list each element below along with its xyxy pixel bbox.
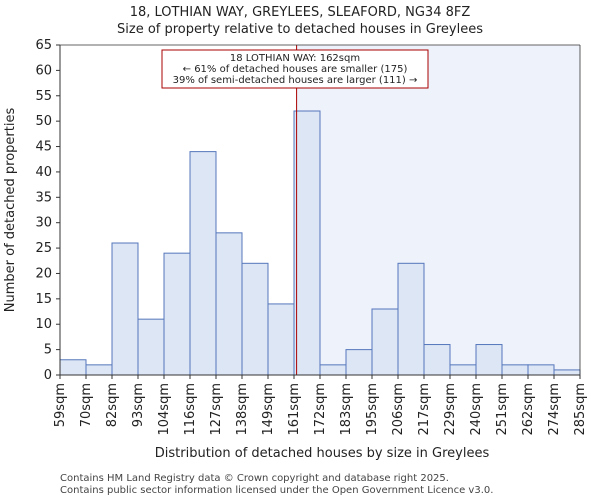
y-tick-label-60: 60 — [35, 63, 52, 78]
y-axis-label: Number of detached properties — [3, 108, 18, 313]
bar-116sqm — [189, 151, 217, 376]
x-tick-label-149sqm: 149sqm — [261, 383, 276, 436]
y-tick-label-10: 10 — [35, 317, 52, 332]
y-tick-label-45: 45 — [35, 140, 52, 155]
x-tick-label-285sqm: 285sqm — [573, 383, 588, 436]
x-tick-label-274sqm: 274sqm — [547, 383, 562, 436]
bar-183sqm — [345, 349, 373, 376]
axes-group: 0 5 10 15 20 25 30 35 40 45 50 55 60 65 59sqm 70sqm 82sq… — [35, 38, 588, 436]
bar-127sqm — [215, 232, 243, 376]
x-tick-label-104sqm: 104sqm — [157, 383, 172, 436]
x-tick-label-82sqm: 82sqm — [105, 383, 120, 427]
footer-line-1: Contains HM Land Registry data © Crown c… — [60, 473, 449, 484]
bar-104sqm — [163, 252, 191, 376]
x-tick-label-59sqm: 59sqm — [53, 383, 68, 427]
x-tick-label-161sqm: 161sqm — [287, 383, 302, 436]
chart-subtitle: Size of property relative to detached ho… — [117, 22, 483, 37]
bar-240sqm — [475, 344, 503, 376]
x-tick-label-240sqm: 240sqm — [469, 383, 484, 436]
chart: 18, LOTHIAN WAY, GREYLEES, SLEAFORD, NG3… — [3, 5, 588, 460]
y-tick-label-25: 25 — [35, 241, 52, 256]
bar-229sqm — [449, 364, 477, 376]
y-tick-label-5: 5 — [44, 343, 52, 358]
bar-93sqm — [137, 318, 165, 376]
x-tick-label-138sqm: 138sqm — [235, 383, 250, 436]
x-tick-label-251sqm: 251sqm — [495, 383, 510, 436]
y-tick-label-50: 50 — [35, 114, 52, 129]
bars-group — [59, 110, 581, 376]
x-axis-label: Distribution of detached houses by size … — [155, 446, 490, 460]
bar-217sqm — [423, 344, 451, 376]
y-tick-label-55: 55 — [35, 89, 52, 104]
x-tick-label-93sqm: 93sqm — [131, 383, 146, 427]
annotation-line-3: 39% of semi-detached houses are larger (… — [173, 75, 418, 86]
bar-172sqm — [319, 364, 347, 376]
y-tick-label-20: 20 — [35, 266, 52, 281]
y-tick-label-15: 15 — [35, 292, 52, 307]
x-tick-label-116sqm: 116sqm — [183, 383, 198, 436]
y-tick-label-35: 35 — [35, 190, 52, 205]
x-tick-label-183sqm: 183sqm — [339, 383, 354, 436]
annotation-line-2: ← 61% of detached houses are smaller (17… — [183, 64, 408, 75]
x-tick-label-195sqm: 195sqm — [365, 383, 380, 436]
bar-138sqm — [241, 262, 269, 376]
bar-70sqm — [85, 364, 113, 376]
y-tick-label-0: 0 — [44, 368, 52, 383]
y-tick-label-65: 65 — [35, 38, 52, 53]
bar-274sqm — [553, 369, 581, 376]
bar-161sqm — [293, 110, 321, 376]
x-tick-label-70sqm: 70sqm — [79, 383, 94, 427]
footer-line-2: Contains public sector information licen… — [60, 485, 494, 496]
y-tick-label-40: 40 — [35, 165, 52, 180]
bar-195sqm — [371, 308, 399, 376]
bar-251sqm — [501, 364, 529, 376]
larger-region-background — [296, 45, 580, 375]
bar-59sqm — [59, 359, 87, 376]
bar-82sqm — [111, 242, 139, 376]
bar-149sqm — [267, 303, 295, 376]
x-tick-label-127sqm: 127sqm — [209, 383, 224, 436]
x-tick-label-172sqm: 172sqm — [313, 383, 328, 436]
bar-262sqm — [527, 364, 555, 376]
annotation-frame — [161, 49, 429, 89]
x-tick-label-262sqm: 262sqm — [521, 383, 536, 436]
x-tick-label-229sqm: 229sqm — [443, 383, 458, 436]
y-tick-label-30: 30 — [35, 216, 52, 231]
annotation-box: 18 LOTHIAN WAY: 162sqm ← 61% of detached… — [161, 49, 429, 89]
chart-title: 18, LOTHIAN WAY, GREYLEES, SLEAFORD, NG3… — [130, 5, 471, 20]
x-tick-label-217sqm: 217sqm — [417, 383, 432, 436]
x-tick-label-206sqm: 206sqm — [391, 383, 406, 436]
bar-206sqm — [397, 262, 425, 376]
annotation-line-1: 18 LOTHIAN WAY: 162sqm — [230, 53, 360, 64]
